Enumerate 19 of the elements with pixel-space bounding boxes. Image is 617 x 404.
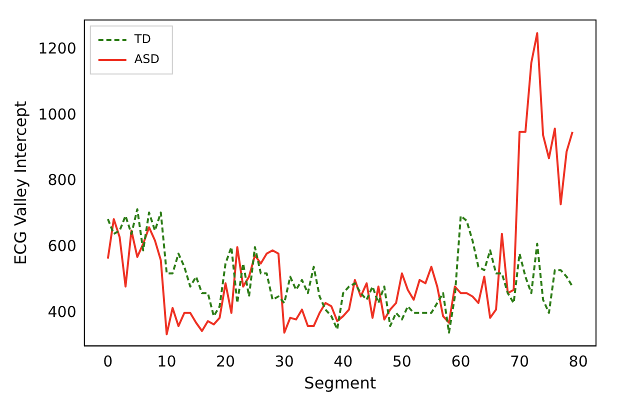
y-axis-title: ECG Valley Intercept xyxy=(10,100,30,265)
x-tick-label: 40 xyxy=(334,352,353,371)
x-tick-label: 70 xyxy=(510,352,530,371)
line-series xyxy=(106,208,574,334)
y-tick-label: 1000 xyxy=(38,105,76,124)
y-tick-label: 600 xyxy=(48,236,76,255)
x-tick-label: 20 xyxy=(216,352,236,371)
x-axis-title: Segment xyxy=(304,374,376,393)
x-tick-label: 0 xyxy=(103,352,113,371)
y-tick-label: 800 xyxy=(48,171,76,190)
x-tick-label: 80 xyxy=(568,352,588,371)
x-tick-label: 30 xyxy=(274,352,294,371)
y-tick-label: 400 xyxy=(48,302,76,321)
x-tick-label: 50 xyxy=(392,352,412,371)
x-tick-label: 10 xyxy=(157,352,176,371)
y-tick-label: 1200 xyxy=(38,40,76,58)
legend-label: ASD xyxy=(134,52,160,66)
legend-label: TD xyxy=(133,32,151,46)
x-tick-label: 60 xyxy=(451,352,470,371)
